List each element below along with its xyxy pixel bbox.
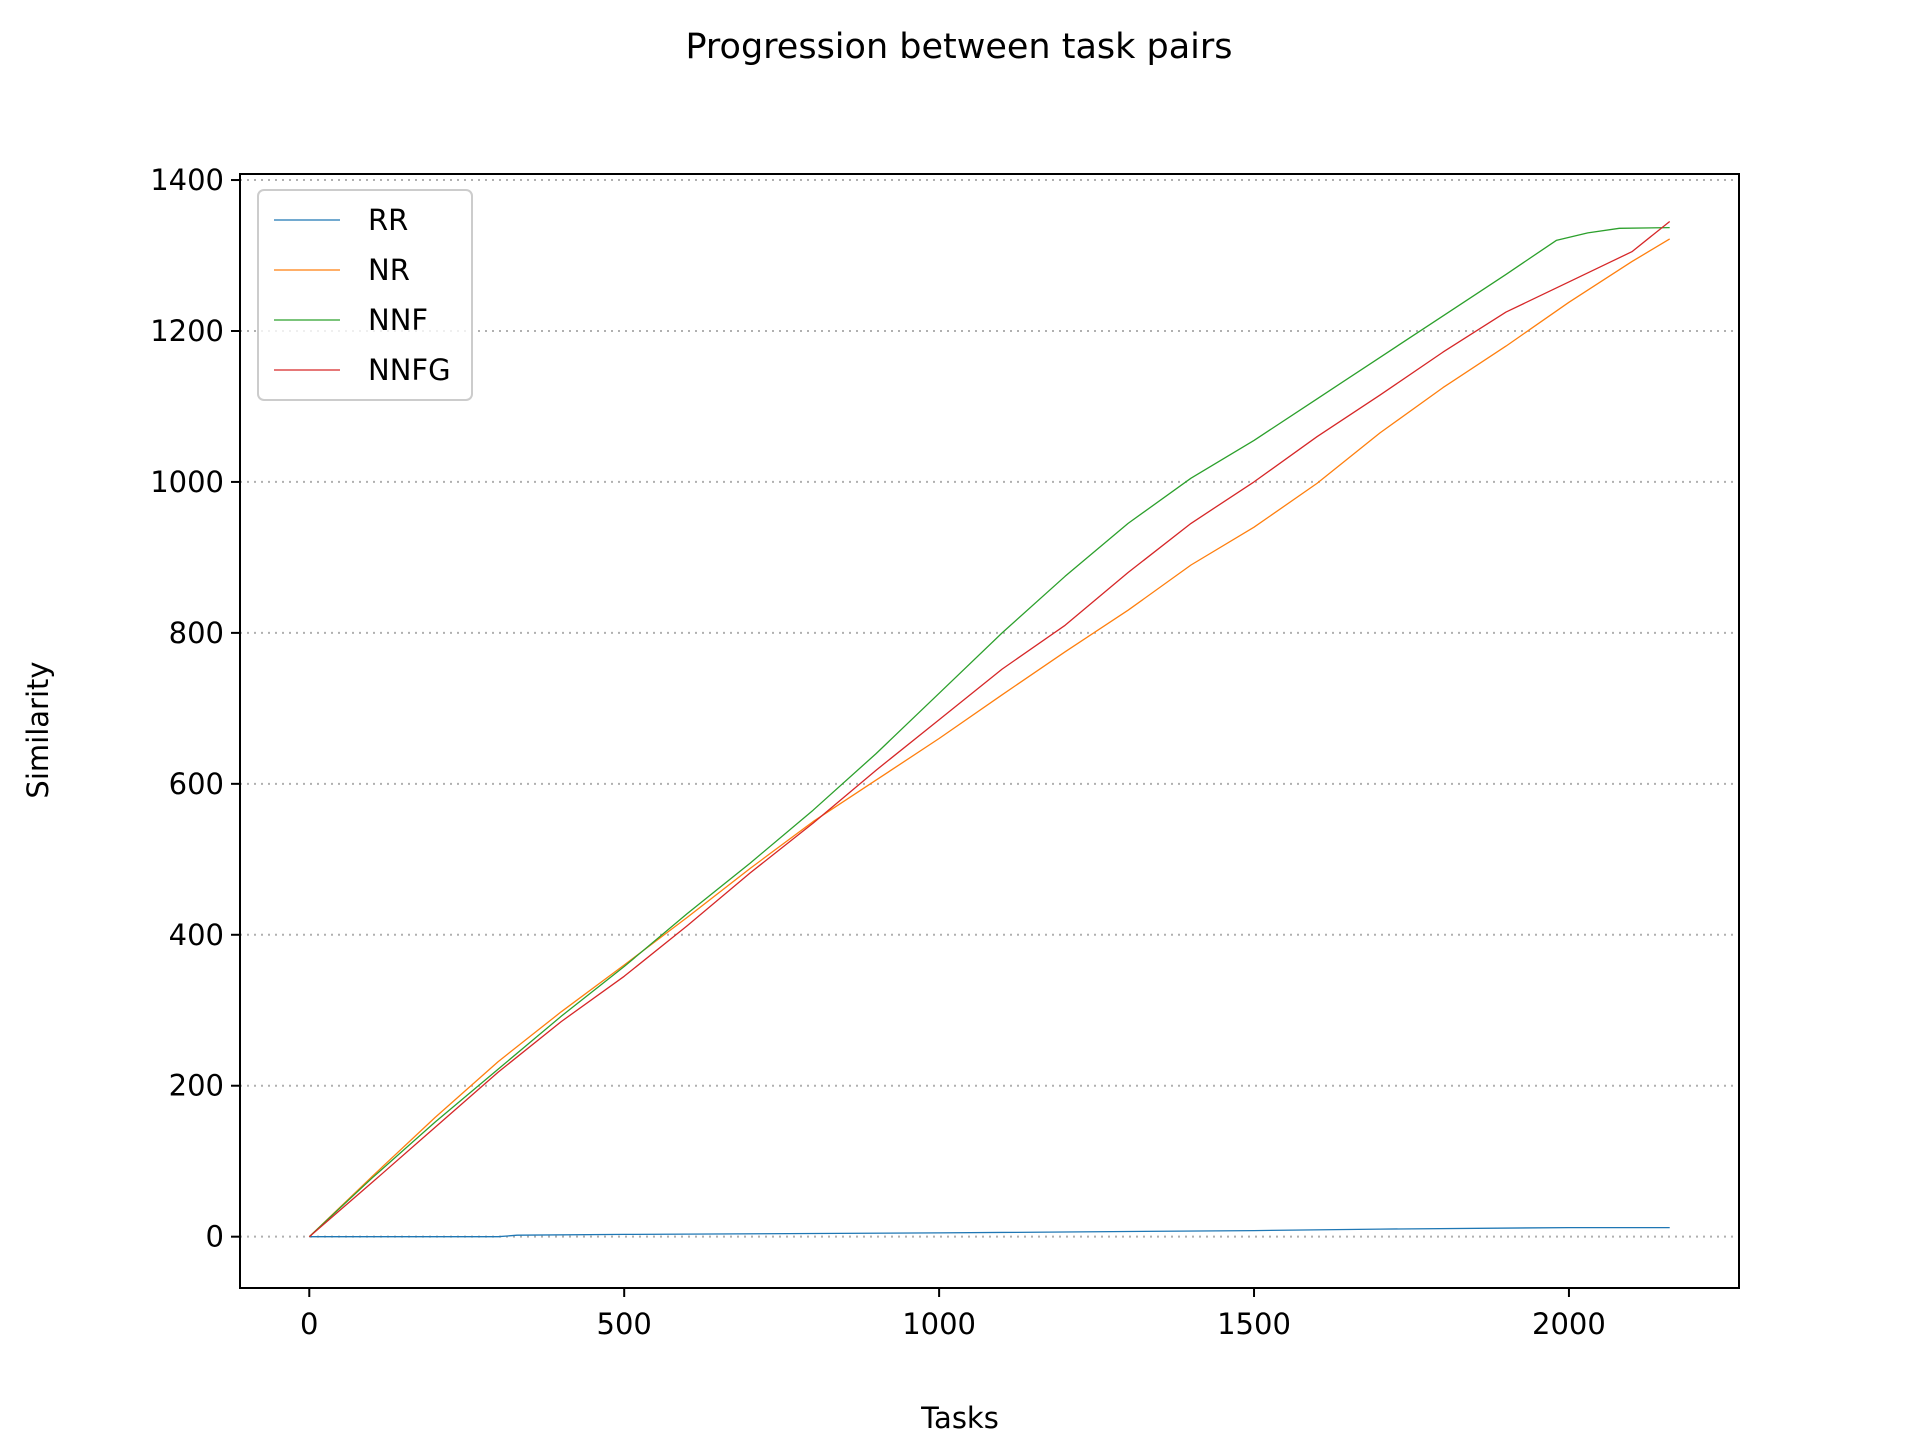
grid-lines	[240, 179, 1739, 1238]
series-line-nnfg	[308, 220, 1671, 1238]
legend-label-rr: RR	[368, 203, 408, 237]
legend-box	[257, 189, 473, 401]
x-axis-ticks: 0 500 1000 1500 2000	[300, 1288, 1606, 1341]
x-tick-label-1000: 1000	[902, 1307, 976, 1341]
legend-label-nnfg: NNFG	[368, 353, 451, 387]
y-tick-label-1200: 1200	[150, 314, 224, 348]
chart-title: Progression between task pairs	[685, 27, 1232, 67]
y-tick-label-1000: 1000	[150, 465, 224, 499]
y-tick-label-400: 400	[169, 918, 224, 952]
series-line-rr	[309, 1226, 1670, 1238]
y-axis-label: Similarity	[21, 661, 55, 798]
series-line-nnf	[308, 226, 1670, 1238]
y-axis-ticks: 0 200 400 600 800 1000 1200 1400	[150, 163, 240, 1254]
x-tick-label-0: 0	[300, 1307, 318, 1341]
y-tick-label-200: 200	[169, 1069, 224, 1103]
x-tick-label-2000: 2000	[1532, 1307, 1606, 1341]
y-tick-label-1400: 1400	[150, 163, 224, 197]
y-tick-label-600: 600	[169, 767, 224, 801]
x-tick-label-500: 500	[597, 1307, 652, 1341]
x-axis-label: Tasks	[920, 1401, 999, 1435]
series-lines	[308, 220, 1671, 1238]
y-tick-label-800: 800	[169, 616, 224, 650]
legend: RR NR NNF NNFG	[257, 189, 473, 401]
plot-area-frame	[239, 173, 1740, 1289]
legend-label-nr: NR	[368, 253, 410, 287]
legend-label-nnf: NNF	[368, 303, 428, 337]
x-tick-label-1500: 1500	[1217, 1307, 1291, 1341]
series-line-nr	[308, 238, 1671, 1238]
y-tick-label-0: 0	[206, 1220, 224, 1254]
legend-items: RR NR NNF NNFG	[274, 203, 451, 387]
